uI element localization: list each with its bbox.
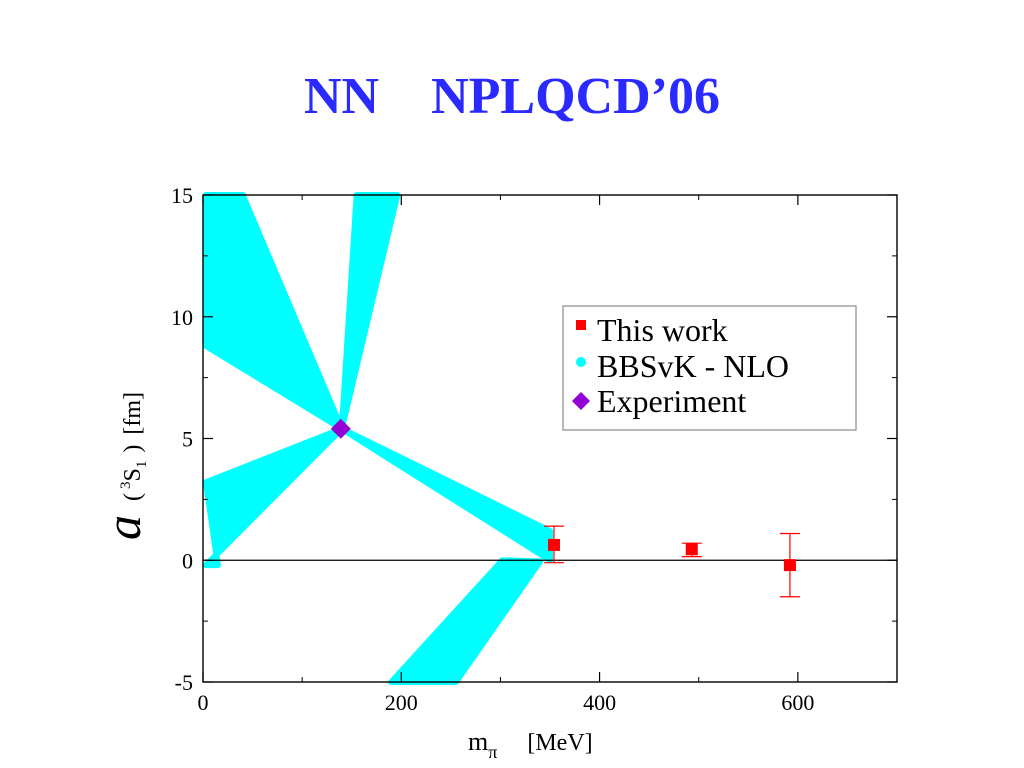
x-axis-sub: π: [488, 742, 497, 762]
y-axis-paren-close: ): [120, 445, 146, 453]
y-axis-paren-open: (: [120, 493, 146, 501]
legend-marker-bbsvk: [576, 357, 586, 367]
x-axis-unit: [MeV]: [527, 730, 592, 756]
this-work-point: [783, 559, 796, 572]
y-tick-label: -5: [175, 670, 193, 695]
band-lower-right: [338, 425, 553, 564]
y-tick-label: 15: [171, 183, 193, 208]
x-tick-label: 200: [385, 690, 418, 715]
band-upper-left: [202, 192, 345, 432]
y-axis-unit: [fm]: [120, 392, 146, 435]
y-axis-main: a: [95, 515, 151, 540]
x-tick-label: 0: [198, 690, 209, 715]
legend-marker-experiment: [572, 392, 590, 410]
data-points: [330, 418, 796, 572]
bbsvk-bands: [202, 192, 553, 685]
y-tick-label: 5: [182, 427, 193, 452]
this-work-point: [685, 543, 698, 556]
y-axis-sub: 1: [134, 461, 150, 469]
x-tick-label: 400: [583, 690, 616, 715]
y-tick-label: 10: [171, 305, 193, 330]
y-axis-title: a (3S1) [fm]: [95, 392, 151, 540]
slide-title: NN NPLQCD’06: [304, 68, 720, 125]
legend-label-experiment: Experiment: [597, 383, 746, 419]
legend-box: [562, 305, 857, 431]
y-axis-sup: 3: [118, 482, 134, 490]
this-work-errorbars: [543, 525, 800, 598]
experiment-point: [330, 418, 351, 439]
x-axis-main: m: [468, 727, 488, 756]
legend-label-bbsvk: BBSvK - NLO: [597, 348, 789, 384]
this-work-point: [547, 538, 560, 551]
band-lower-left: [202, 425, 345, 569]
x-tick-label: 600: [781, 690, 814, 715]
x-axis-title: mπ [MeV]: [468, 727, 593, 762]
y-tick-label: 0: [182, 548, 193, 573]
band-upper-right: [338, 192, 401, 432]
y-axis-core: S: [120, 468, 146, 481]
band-negative-branch: [388, 557, 544, 685]
plot-frame: [202, 194, 898, 683]
legend-label-this-work: This work: [597, 312, 728, 348]
legend-marker-this-work: [576, 320, 586, 330]
svg-text:a(3S1)[fm]: a (3S1) [fm]: [95, 392, 151, 540]
legend: This work BBSvK - NLO Experiment: [562, 305, 857, 431]
